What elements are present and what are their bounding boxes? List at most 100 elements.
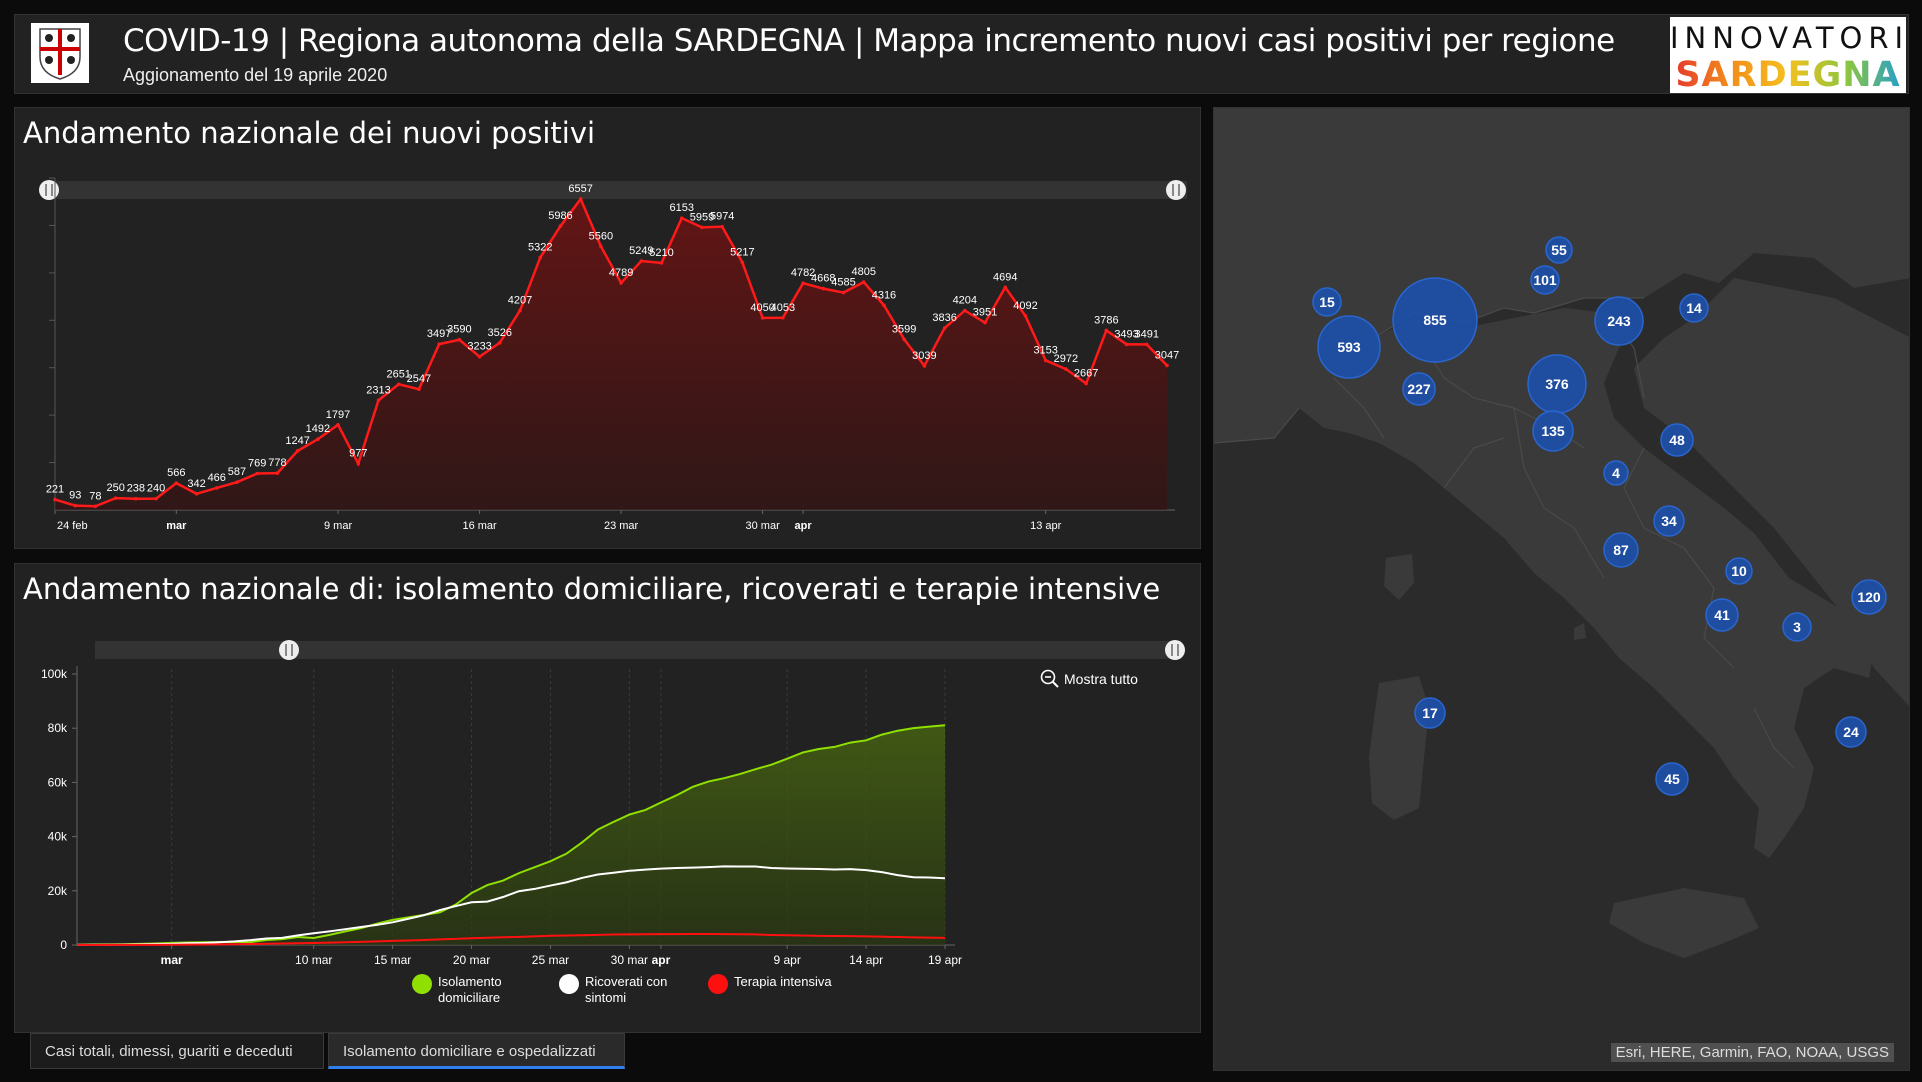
data-label: 4789 bbox=[609, 267, 633, 279]
region-case-marker[interactable]: 101 bbox=[1530, 265, 1560, 295]
brand-line2: SARDEGNA bbox=[1670, 55, 1906, 95]
data-point bbox=[861, 280, 866, 284]
data-label: 240 bbox=[147, 483, 165, 495]
region-case-marker[interactable]: 15 bbox=[1312, 287, 1342, 317]
data-label: 4092 bbox=[1013, 300, 1037, 312]
data-point bbox=[437, 342, 441, 346]
x-tick-label: mar bbox=[161, 953, 183, 967]
region-case-marker[interactable]: 55 bbox=[1545, 236, 1573, 264]
header-bar: COVID-19 | Regiona autonoma della SARDEG… bbox=[14, 14, 1909, 95]
data-point bbox=[1003, 285, 1008, 290]
region-case-marker[interactable]: 227 bbox=[1402, 372, 1436, 406]
data-label: 3786 bbox=[1094, 314, 1118, 326]
marker-label: 227 bbox=[1407, 381, 1431, 397]
region-case-marker[interactable]: 14 bbox=[1679, 293, 1709, 323]
data-label: 4207 bbox=[508, 294, 532, 306]
y-tick-label: 100k bbox=[41, 667, 68, 681]
marker-circle bbox=[1835, 716, 1867, 748]
panel1-scrollbar[interactable] bbox=[39, 180, 1187, 200]
panel2-scroll-handle-left[interactable] bbox=[279, 640, 299, 660]
data-point bbox=[599, 244, 603, 249]
data-point bbox=[821, 286, 826, 291]
panel1-scroll-handle-right[interactable] bbox=[1166, 180, 1186, 200]
tab-isolation[interactable]: Isolamento domiciliare e ospedalizzati bbox=[328, 1033, 625, 1069]
region-case-marker[interactable]: 120 bbox=[1851, 579, 1887, 615]
data-label: 5959 bbox=[690, 211, 714, 223]
data-label: 6153 bbox=[670, 202, 694, 214]
data-point bbox=[942, 326, 947, 330]
region-case-marker[interactable]: 17 bbox=[1414, 697, 1446, 729]
data-point bbox=[558, 224, 563, 228]
ricoverati-line bbox=[76, 865, 946, 946]
data-point bbox=[963, 308, 967, 313]
x-tick-label: 14 apr bbox=[849, 953, 883, 967]
marker-label: 10 bbox=[1731, 563, 1747, 579]
data-point bbox=[1064, 367, 1068, 371]
y-tick-label: 20k bbox=[48, 884, 68, 898]
legend-swatch bbox=[412, 974, 432, 994]
region-case-marker[interactable]: 243 bbox=[1594, 296, 1644, 346]
data-point bbox=[417, 387, 421, 391]
data-label: 5217 bbox=[730, 247, 754, 259]
region-case-marker[interactable]: 3 bbox=[1782, 612, 1812, 642]
marker-circle bbox=[1782, 612, 1812, 642]
marker-circle bbox=[1603, 460, 1629, 486]
region-case-marker[interactable]: 87 bbox=[1603, 532, 1639, 568]
panel1-scroll-handle-left[interactable] bbox=[39, 180, 59, 200]
panel2-scroll-handle-right[interactable] bbox=[1165, 640, 1185, 660]
data-label: 78 bbox=[89, 490, 101, 502]
data-point bbox=[639, 259, 644, 263]
data-label: 3951 bbox=[973, 307, 997, 319]
region-case-marker[interactable]: 135 bbox=[1532, 410, 1574, 452]
data-point bbox=[983, 320, 987, 325]
data-point bbox=[356, 461, 361, 466]
marker-label: 101 bbox=[1533, 272, 1557, 288]
region-case-marker[interactable]: 376 bbox=[1527, 354, 1587, 414]
data-point bbox=[457, 337, 462, 342]
map-panel[interactable]: 55 101 15 855 243 14 593 227 376 135 48 4 34 87 10 120 4… bbox=[1213, 107, 1910, 1071]
data-point bbox=[679, 216, 684, 220]
innovatori-sardegna-logo: INNOVATORI SARDEGNA bbox=[1670, 17, 1906, 95]
panel2-scrollbar[interactable] bbox=[95, 640, 1185, 660]
data-point bbox=[235, 480, 239, 484]
region-case-marker[interactable]: 34 bbox=[1653, 505, 1685, 537]
new-positives-area bbox=[55, 199, 1167, 510]
tab-totals[interactable]: Casi totali, dimessi, guariti e deceduti bbox=[30, 1033, 324, 1069]
legend-item-isolamento[interactable]: Isolamento domiciliare bbox=[412, 974, 518, 1006]
region-case-marker[interactable]: 10 bbox=[1725, 557, 1753, 585]
legend-label: Terapia intensiva bbox=[734, 974, 832, 989]
marker-label: 48 bbox=[1669, 432, 1685, 448]
region-case-marker[interactable]: 855 bbox=[1392, 277, 1478, 363]
data-point bbox=[1043, 358, 1048, 363]
marker-label: 135 bbox=[1541, 423, 1565, 439]
region-case-marker[interactable]: 48 bbox=[1660, 423, 1694, 457]
data-point bbox=[275, 471, 280, 475]
data-label: 5560 bbox=[589, 230, 613, 242]
region-case-marker[interactable]: 24 bbox=[1835, 716, 1867, 748]
region-case-marker[interactable]: 45 bbox=[1655, 762, 1689, 796]
data-point bbox=[1165, 363, 1169, 368]
y-tick-label: 80k bbox=[48, 721, 68, 735]
data-point bbox=[1023, 314, 1028, 318]
marker-circle bbox=[1603, 532, 1639, 568]
data-point bbox=[882, 303, 886, 308]
region-case-marker[interactable]: 41 bbox=[1705, 598, 1739, 632]
region-case-marker[interactable]: 4 bbox=[1603, 460, 1629, 486]
y-tick-label: 0 bbox=[60, 938, 67, 952]
data-label: 2667 bbox=[1074, 368, 1098, 380]
data-point bbox=[760, 316, 765, 320]
data-label: 3491 bbox=[1135, 328, 1159, 340]
data-label: 5210 bbox=[649, 247, 673, 259]
panel2-title: Andamento nazionale di: isolamento domic… bbox=[23, 572, 1161, 606]
data-label: 4050 bbox=[750, 302, 774, 314]
new-positives-panel: Andamento nazionale dei nuovi positivi 2… bbox=[14, 107, 1201, 549]
data-point bbox=[376, 398, 381, 403]
legend-item-terapia[interactable]: Terapia intensiva bbox=[708, 974, 832, 994]
region-case-marker[interactable]: 593 bbox=[1317, 315, 1381, 379]
data-label: 4316 bbox=[872, 289, 896, 301]
data-point bbox=[518, 308, 522, 313]
marker-label: 15 bbox=[1319, 294, 1335, 310]
legend-item-ricoverati[interactable]: Ricoverati con sintomi bbox=[559, 974, 685, 1006]
data-label: 778 bbox=[268, 457, 286, 469]
zoom-show-all-button[interactable]: Mostra tutto bbox=[1040, 669, 1138, 689]
